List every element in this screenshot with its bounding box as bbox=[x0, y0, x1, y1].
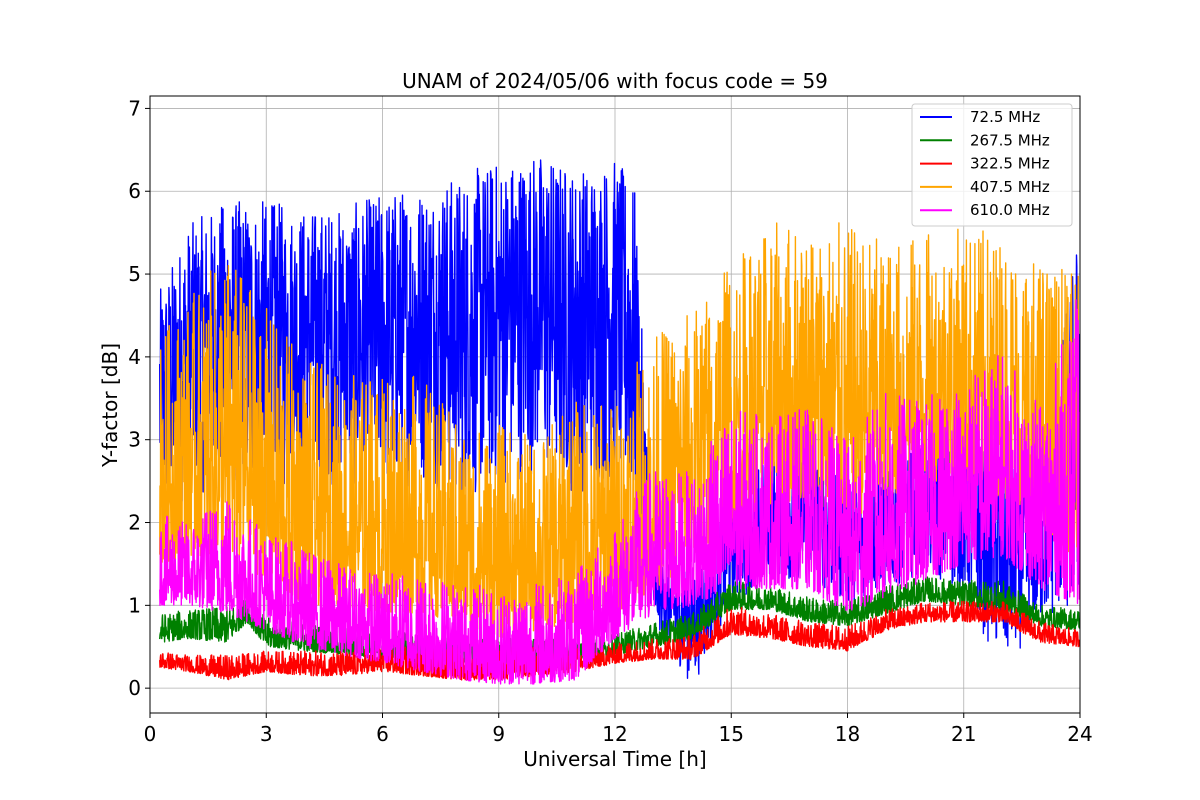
series-line-2 bbox=[159, 600, 1080, 681]
legend-label: 610.0 MHz bbox=[970, 201, 1050, 219]
x-axis: 0 3 6 9 12 15 18 21 24 bbox=[144, 713, 1093, 746]
legend-label: 267.5 MHz bbox=[970, 131, 1050, 149]
chart-title: UNAM of 2024/05/06 with focus code = 59 bbox=[402, 69, 828, 93]
y-axis-label: Y-factor [dB] bbox=[98, 343, 122, 468]
y-tick-label: 2 bbox=[128, 511, 141, 535]
legend-label: 72.5 MHz bbox=[970, 108, 1040, 126]
series-layer bbox=[159, 159, 1080, 685]
x-axis-label: Universal Time [h] bbox=[523, 747, 706, 771]
y-tick-label: 4 bbox=[128, 345, 141, 369]
x-tick-label: 18 bbox=[835, 722, 860, 746]
x-tick-label: 15 bbox=[719, 722, 744, 746]
y-tick-label: 6 bbox=[128, 179, 141, 203]
x-tick-label: 3 bbox=[260, 722, 273, 746]
legend-label: 322.5 MHz bbox=[970, 155, 1050, 173]
x-tick-label: 0 bbox=[144, 722, 157, 746]
y-tick-label: 5 bbox=[128, 262, 141, 286]
y-tick-label: 0 bbox=[128, 676, 141, 700]
legend: 72.5 MHz 267.5 MHz 322.5 MHz 407.5 MHz 610.0… bbox=[911, 103, 1073, 227]
y-tick-label: 7 bbox=[128, 96, 141, 120]
legend-label: 407.5 MHz bbox=[970, 178, 1050, 196]
series-line-4 bbox=[159, 299, 1080, 685]
x-tick-label: 6 bbox=[376, 722, 389, 746]
x-tick-label: 9 bbox=[492, 722, 505, 746]
x-tick-label: 21 bbox=[951, 722, 976, 746]
legend-box bbox=[911, 103, 1073, 227]
y-tick-label: 1 bbox=[128, 593, 141, 617]
y-axis: 0 1 2 3 4 5 6 7 bbox=[128, 96, 150, 700]
x-tick-label: 24 bbox=[1067, 722, 1092, 746]
x-tick-label: 12 bbox=[602, 722, 627, 746]
y-tick-label: 3 bbox=[128, 428, 141, 452]
